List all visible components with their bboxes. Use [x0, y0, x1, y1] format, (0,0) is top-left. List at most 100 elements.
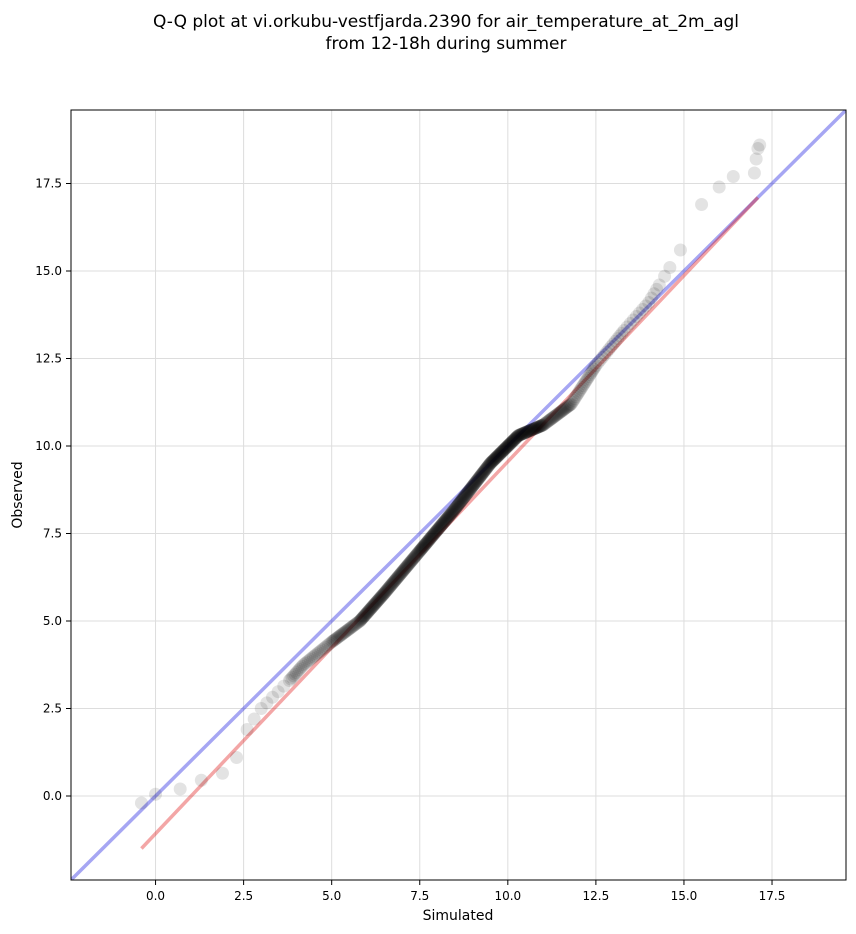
data-point-267 — [455, 494, 469, 508]
data-point-71 — [354, 613, 368, 627]
data-point-97 — [368, 597, 382, 611]
data-point-184 — [416, 541, 430, 555]
data-point-57 — [341, 623, 355, 637]
data-point-143 — [393, 567, 407, 581]
data-point-9 — [260, 696, 274, 710]
data-point-464 — [559, 401, 573, 415]
data-point-373 — [503, 437, 517, 450]
data-point-472 — [567, 393, 581, 407]
data-point-307 — [473, 469, 487, 483]
y-axis-label: Observed — [10, 461, 26, 528]
data-point-34 — [315, 643, 329, 657]
data-point-4 — [215, 766, 229, 780]
data-point-525 — [751, 142, 765, 155]
data-point-371 — [502, 437, 516, 451]
data-point-126 — [384, 579, 398, 593]
data-point-153 — [399, 561, 413, 575]
data-point-265 — [454, 495, 468, 509]
data-point-92 — [365, 600, 379, 614]
data-point-89 — [364, 602, 378, 616]
data-point-475 — [570, 388, 584, 402]
data-point-258 — [450, 499, 464, 513]
data-point-127 — [384, 578, 398, 592]
data-point-519 — [673, 243, 687, 257]
data-point-164 — [405, 553, 419, 567]
data-point-144 — [394, 567, 408, 581]
data-point-100 — [369, 595, 383, 609]
data-point-520 — [695, 198, 709, 211]
data-point-108 — [374, 590, 388, 604]
data-point-441 — [539, 415, 553, 429]
data-point-440 — [539, 416, 553, 430]
data-point-374 — [504, 436, 518, 450]
data-point-147 — [395, 565, 409, 579]
data-point-172 — [409, 548, 423, 562]
data-point-87 — [363, 603, 377, 617]
data-point-220 — [432, 520, 446, 534]
chart-title-line-1: Q-Q plot at vi.orkubu-vestfjarda.2390 fo… — [153, 12, 739, 32]
plot-frame — [70, 109, 847, 881]
data-point-180 — [414, 543, 428, 557]
data-point-320 — [479, 461, 493, 475]
data-point-474 — [569, 390, 583, 404]
data-point-356 — [496, 444, 510, 458]
data-point-347 — [492, 448, 506, 462]
data-point-106 — [373, 591, 387, 605]
data-point-310 — [475, 467, 489, 481]
data-point-245 — [444, 506, 458, 520]
data-point-330 — [484, 456, 498, 470]
data-point-217 — [431, 522, 445, 536]
data-point-24 — [298, 656, 312, 670]
data-point-493 — [593, 353, 607, 367]
data-point-513 — [644, 291, 658, 305]
data-point-489 — [587, 362, 601, 376]
data-point-38 — [321, 638, 335, 652]
grid-lines — [71, 110, 846, 880]
data-point-325 — [482, 458, 496, 472]
data-point-416 — [525, 423, 539, 437]
data-point-317 — [478, 463, 492, 477]
data-point-512 — [642, 296, 656, 309]
data-point-436 — [536, 418, 550, 432]
data-point-72 — [354, 612, 368, 626]
data-point-228 — [436, 516, 450, 530]
reference-lines — [71, 110, 846, 880]
data-point-282 — [462, 484, 476, 498]
data-point-470 — [564, 397, 578, 411]
data-point-46 — [331, 631, 345, 645]
data-point-289 — [465, 480, 479, 494]
data-point-444 — [542, 414, 556, 428]
data-point-401 — [517, 426, 531, 440]
data-point-491 — [589, 359, 603, 372]
data-point-199 — [423, 532, 437, 546]
data-point-323 — [481, 460, 495, 474]
data-point-85 — [361, 604, 375, 618]
chart-title-line-2: from 12-18h during summer — [326, 34, 567, 54]
data-point-410 — [522, 424, 536, 438]
data-point-32 — [311, 646, 325, 660]
data-point-360 — [498, 442, 512, 456]
data-point-56 — [340, 623, 354, 637]
data-point-526 — [753, 138, 767, 152]
data-point-334 — [486, 454, 500, 468]
data-point-222 — [433, 519, 447, 533]
data-point-181 — [414, 542, 428, 556]
data-point-336 — [487, 453, 501, 467]
data-point-456 — [552, 406, 566, 420]
data-point-488 — [585, 364, 599, 378]
data-point-447 — [545, 412, 559, 426]
data-point-5 — [230, 751, 244, 764]
data-point-443 — [541, 414, 555, 428]
data-point-148 — [396, 564, 410, 578]
data-point-370 — [502, 438, 516, 452]
data-point-20 — [292, 662, 306, 676]
data-point-130 — [386, 576, 400, 590]
data-point-428 — [531, 420, 545, 434]
data-point-51 — [335, 627, 349, 641]
data-point-63 — [347, 618, 361, 632]
data-point-498 — [604, 340, 618, 354]
data-point-281 — [461, 485, 475, 499]
data-point-414 — [524, 423, 538, 437]
data-point-41 — [326, 634, 340, 648]
